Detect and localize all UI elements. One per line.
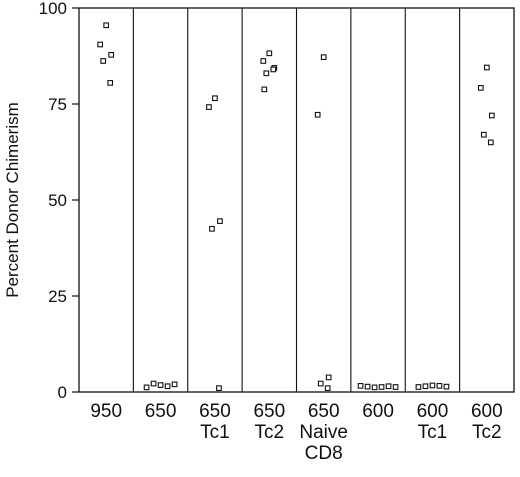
data-point — [164, 383, 171, 390]
data-point — [263, 70, 270, 77]
column-dividers — [132, 8, 461, 392]
x-category-label-line: 950 — [90, 401, 122, 422]
data-point — [415, 384, 422, 390]
x-category-label-line: 650 — [253, 401, 285, 422]
data-point — [108, 51, 115, 58]
y-axis-label: Percent Donor Chimerism — [3, 102, 22, 298]
x-category-label: 650 — [145, 401, 177, 422]
x-category-label-line: 650 — [308, 401, 340, 422]
data-point — [266, 50, 273, 57]
x-category-label: 600 Tc1 — [417, 401, 449, 443]
data-point — [157, 382, 164, 388]
data-point — [97, 41, 104, 48]
data-point — [107, 80, 114, 86]
data-point — [143, 384, 150, 391]
data-point — [206, 104, 212, 110]
data-point — [270, 66, 277, 73]
x-category-label-line: Tc2 — [255, 422, 285, 443]
data-point — [320, 54, 327, 61]
data-point — [443, 383, 450, 390]
data-point — [483, 64, 490, 71]
x-category-label: 600 — [362, 401, 394, 422]
y-tick-label: 50 — [48, 191, 67, 210]
data-point — [429, 382, 436, 389]
data-point — [261, 86, 268, 93]
x-category-label-line: CD8 — [305, 443, 343, 464]
data-point — [212, 95, 218, 102]
y-axis-ticks: 0 25 50 75 100 — [39, 0, 79, 402]
data-point — [436, 383, 443, 389]
x-category-label-line: Naive — [299, 422, 348, 443]
y-tick-label: 0 — [58, 383, 67, 402]
x-category-label: 950 — [90, 401, 122, 422]
x-category-label-line: 600 — [362, 401, 394, 422]
x-category-label-line: 600 — [417, 401, 449, 422]
y-tick-label: 75 — [48, 95, 67, 114]
data-point — [364, 383, 371, 390]
data-point — [392, 384, 399, 390]
data-point — [357, 383, 364, 389]
x-category-label: 650 Naive CD8 — [299, 401, 348, 464]
data-point — [488, 112, 495, 119]
data-point — [314, 111, 321, 118]
x-category-label-line: 650 — [145, 401, 177, 422]
data-point — [317, 380, 324, 387]
data-point — [422, 383, 429, 390]
data-point — [324, 385, 331, 392]
data-point — [100, 58, 107, 64]
data-point — [477, 85, 484, 91]
data-point — [260, 58, 267, 64]
x-category-label-line: 600 — [471, 401, 503, 422]
data-point — [216, 385, 222, 392]
data-point — [371, 384, 378, 391]
data-point — [378, 384, 385, 390]
data-point — [150, 380, 157, 387]
data-point — [103, 22, 110, 29]
x-category-label: 650 Tc2 — [253, 401, 285, 443]
data-points — [97, 22, 495, 392]
data-point — [385, 383, 392, 390]
y-tick-label: 100 — [39, 0, 67, 18]
x-category-label-line: Tc1 — [200, 422, 230, 443]
data-point — [171, 381, 178, 388]
data-point — [217, 218, 223, 224]
y-tick-label: 25 — [48, 287, 67, 306]
x-category-label: 600 Tc2 — [471, 401, 503, 443]
x-category-label-line: Tc1 — [418, 422, 448, 443]
data-point — [487, 139, 494, 146]
x-category-label-line: 650 — [199, 401, 231, 422]
data-point — [480, 131, 487, 138]
data-point — [209, 225, 215, 232]
x-category-label: 650 Tc1 — [199, 401, 231, 443]
x-category-label-line: Tc2 — [472, 422, 502, 443]
data-point — [325, 374, 332, 381]
y-axis-label-text: Percent Donor Chimerism — [3, 102, 22, 298]
